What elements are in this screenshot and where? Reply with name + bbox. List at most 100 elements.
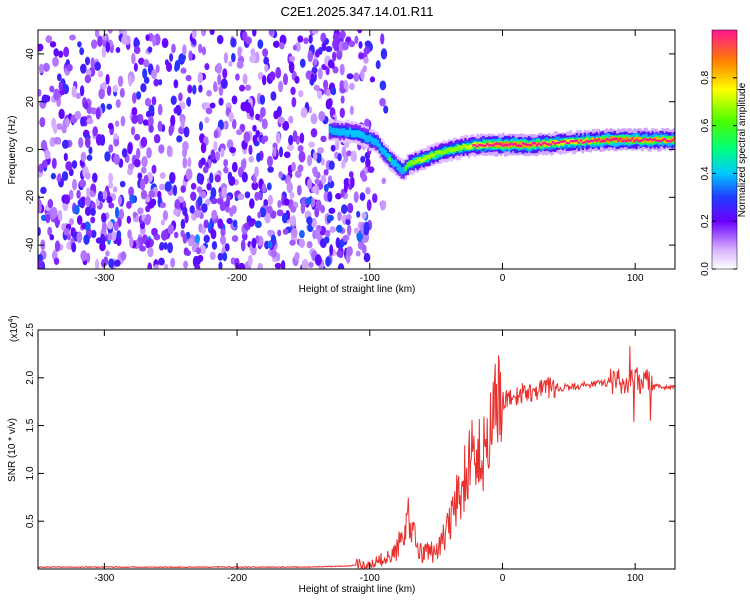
- ridge-cell: [615, 138, 618, 143]
- noise-cell: [86, 187, 91, 197]
- noise-cell: [170, 114, 176, 127]
- spectrogram-y-label: Frequency (Hz): [7, 116, 18, 185]
- ridge-cell: [649, 137, 652, 140]
- noise-cell: [249, 107, 254, 118]
- ridge-cell: [354, 130, 358, 138]
- noise-cell: [220, 78, 228, 89]
- noise-cell: [379, 80, 387, 91]
- ridge-cell: [402, 166, 405, 175]
- noise-cell: [112, 186, 118, 193]
- noise-cell: [141, 155, 148, 168]
- noise-cell: [145, 34, 150, 41]
- noise-cell: [76, 215, 83, 225]
- noise-cell: [225, 198, 230, 208]
- noise-cell: [69, 34, 76, 41]
- noise-cell: [186, 96, 191, 107]
- ridge-cell: [478, 143, 481, 146]
- ridge-cell: [557, 141, 561, 144]
- ridge-cell: [474, 144, 477, 147]
- noise-cell: [272, 146, 277, 158]
- colorbar-label: Normalized spectral amplitude: [737, 82, 748, 217]
- noise-cell: [38, 63, 44, 74]
- noise-cell: [349, 105, 354, 116]
- ridge-cell: [508, 143, 511, 149]
- noise-cell: [75, 92, 82, 100]
- noise-cell: [77, 41, 82, 48]
- noise-cell: [335, 237, 341, 249]
- noise-cell: [314, 254, 322, 266]
- noise-cell: [210, 149, 216, 161]
- noise-cell: [227, 171, 233, 182]
- noise-cell: [349, 82, 355, 91]
- noise-cell: [240, 239, 246, 252]
- noise-cell: [98, 88, 105, 100]
- noise-cell: [101, 81, 107, 90]
- noise-cell: [174, 63, 179, 72]
- noise-cell: [210, 197, 218, 205]
- noise-cell: [228, 60, 233, 67]
- x-tick-label: -100: [360, 573, 380, 584]
- noise-cell: [144, 97, 152, 107]
- noise-cell: [53, 257, 60, 265]
- noise-cell: [194, 264, 201, 269]
- ridge-cell: [589, 139, 593, 142]
- noise-cell: [90, 107, 97, 115]
- ridge-cell: [651, 139, 654, 142]
- ridge-cell: [496, 143, 499, 148]
- noise-cell: [267, 240, 273, 249]
- noise-cell: [226, 217, 233, 225]
- ridge-cell: [348, 127, 352, 135]
- x-tick-label: -100: [360, 273, 380, 284]
- ridge-cell: [508, 143, 511, 146]
- ridge-cell: [380, 146, 384, 154]
- x-tick-label: -300: [94, 573, 114, 584]
- noise-cell: [198, 84, 203, 93]
- ridge-cell: [344, 129, 348, 137]
- noise-cell: [50, 172, 57, 180]
- noise-cell: [131, 106, 138, 117]
- noise-cell: [298, 230, 305, 239]
- noise-cell: [313, 57, 318, 66]
- noise-cell: [78, 137, 84, 148]
- noise-cell: [137, 113, 144, 125]
- ridge-cell: [543, 141, 547, 145]
- noise-cell: [278, 80, 284, 93]
- noise-cell: [95, 107, 101, 120]
- noise-cell: [303, 37, 309, 45]
- ridge-cell: [583, 141, 587, 144]
- ridge-cell: [625, 140, 628, 143]
- noise-cell: [327, 59, 335, 69]
- ridge-cell: [370, 136, 374, 144]
- noise-cell: [176, 135, 183, 143]
- ridge-cell: [635, 138, 638, 141]
- noise-cell: [160, 219, 165, 226]
- noise-cell: [328, 207, 336, 214]
- ridge-cell: [490, 144, 493, 147]
- ridge-cell: [412, 160, 415, 166]
- noise-cell: [80, 63, 87, 74]
- noise-cell: [312, 185, 317, 193]
- noise-cell: [200, 190, 207, 199]
- noise-cell: [53, 88, 61, 101]
- noise-cell: [276, 252, 281, 262]
- noise-cell: [113, 221, 119, 232]
- ridge-cell: [621, 137, 624, 142]
- noise-cell: [90, 57, 95, 69]
- ridge-cell: [673, 138, 675, 143]
- noise-cell: [91, 39, 98, 49]
- ridge-cell: [547, 143, 551, 146]
- ridge-cell: [673, 137, 675, 140]
- noise-cell: [316, 201, 322, 211]
- noise-cell: [254, 166, 259, 178]
- noise-cell: [143, 59, 150, 68]
- ridge-cell: [432, 153, 435, 158]
- colorbar-tick-label: 0.8: [700, 70, 711, 84]
- ridge-cell: [591, 140, 595, 143]
- noise-cell: [76, 189, 81, 199]
- noise-cell: [237, 193, 245, 201]
- noise-cell: [185, 168, 193, 181]
- noise-cell: [151, 164, 157, 174]
- noise-cell: [294, 251, 300, 261]
- ridge-cell: [488, 144, 491, 147]
- noise-cell: [166, 145, 172, 158]
